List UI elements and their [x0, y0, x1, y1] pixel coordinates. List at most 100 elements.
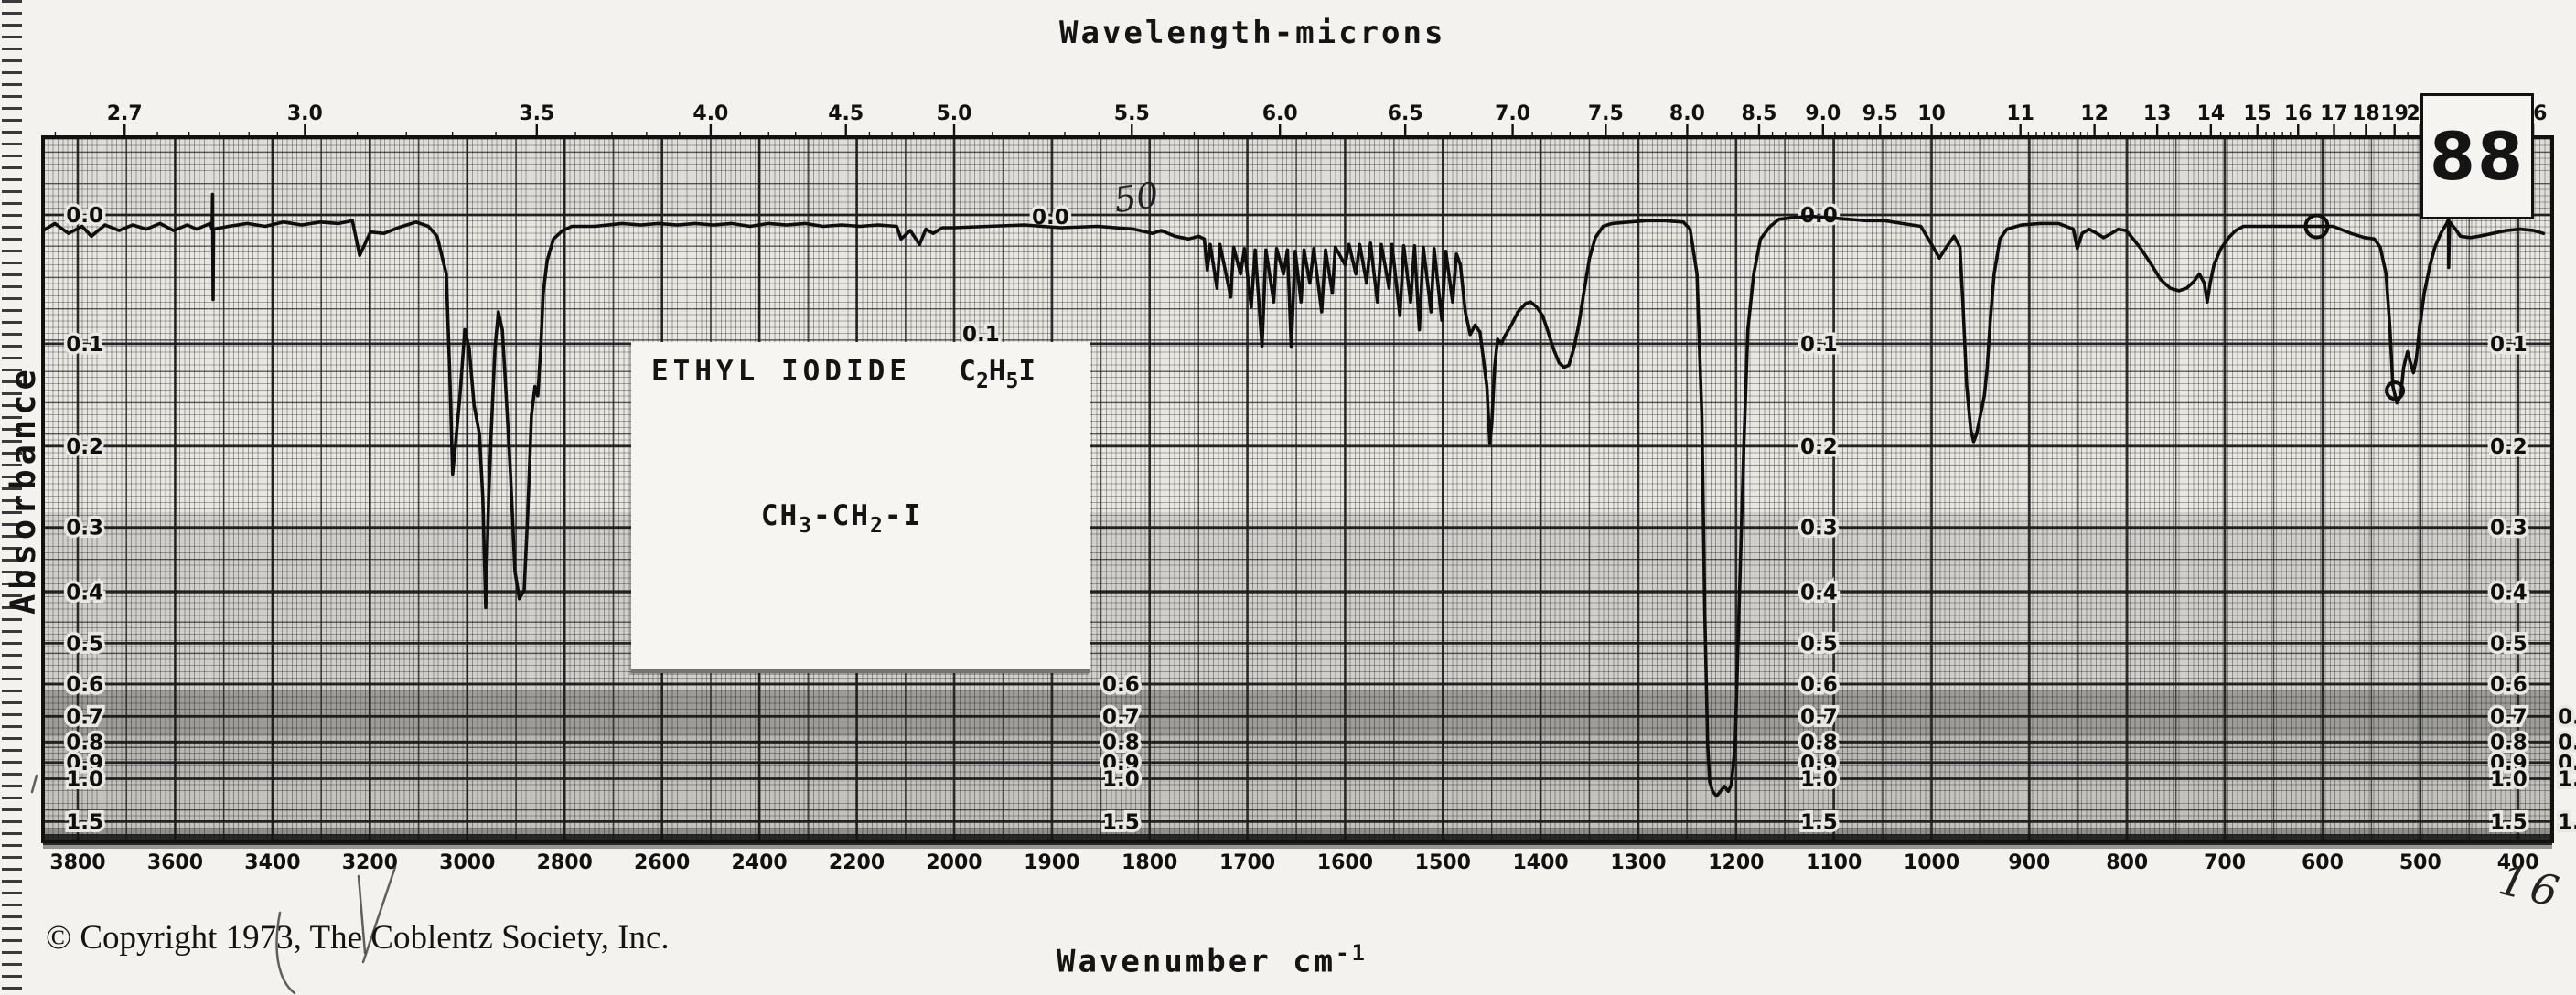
wavelength-tick-label: 14 — [2197, 102, 2226, 125]
wavelength-tick-label: 3.0 — [287, 102, 323, 125]
absorbance-row-label: 1.0 — [1800, 768, 1838, 792]
absorbance-row-label: 0.7 — [1800, 705, 1838, 729]
wavelength-tick-label: 11 — [2006, 102, 2034, 125]
bottom-axis-title-text: Wavenumber cm — [1057, 943, 1336, 980]
absorbance-row-label: 0.6 — [2490, 673, 2528, 697]
wavelength-tick-label: 8.5 — [1741, 102, 1776, 125]
wavelength-tick-label: 19 — [2380, 102, 2409, 125]
wavenumber-tick-label: 1000 — [1904, 851, 1959, 874]
wavelength-tick-label: 10 — [1917, 102, 1946, 125]
absorbance-row-label: 0.6 — [66, 673, 103, 697]
wavenumber-tick-label: 400 — [2497, 851, 2539, 874]
absorbance-row-label: 1.0 — [1102, 768, 1140, 792]
wavelength-tick-label: 4.0 — [692, 102, 728, 125]
absorbance-row-label: 0.2 — [2490, 435, 2528, 459]
annotation-circle — [2303, 213, 2330, 240]
wavelength-tick-label: 9.5 — [1862, 102, 1898, 125]
wavenumber-tick-label: 1900 — [1024, 851, 1079, 874]
absorbance-row-label: 0.3 — [2490, 517, 2528, 540]
absorbance-row-label: 0.8 — [2490, 731, 2528, 754]
wavenumber-tick-label: 900 — [2008, 851, 2050, 874]
absorbance-row-label: 1.0 — [66, 768, 103, 792]
absorbance-row-label: 0.4 — [2490, 581, 2528, 604]
absorbance-row-label: 0.2 — [1800, 435, 1838, 459]
absorbance-row-label: 0.6 — [1102, 673, 1140, 697]
compound-structure: CH3-CH2-I — [760, 499, 923, 538]
absorbance-row-label: 0.5 — [66, 632, 103, 656]
absorbance-row-label: 0.8 — [1102, 731, 1140, 754]
wavenumber-tick-label: 1200 — [1708, 851, 1764, 874]
absorbance-row-label: 0.6 — [1800, 673, 1838, 697]
wavelength-tick-label: 6.5 — [1388, 102, 1423, 125]
scan-smudge — [43, 690, 2552, 736]
compound-formula: C2H5I — [959, 355, 1036, 393]
absorbance-row-label: 0.3 — [66, 517, 103, 540]
absorbance-row-label: 0.5 — [1800, 632, 1838, 656]
absorbance-row-label: 0.3 — [1800, 517, 1838, 540]
absorbance-row-label: 0.4 — [66, 581, 103, 604]
pencil-scribble — [357, 874, 367, 955]
wavenumber-tick-label: 700 — [2204, 851, 2246, 874]
wavenumber-tick-label: 1700 — [1219, 851, 1275, 874]
absorbance-row-label: 1.0 — [2490, 768, 2528, 792]
absorbance-row-label: 1.0 — [2558, 768, 2576, 792]
absorbance-row-label: 0.1 — [2490, 333, 2528, 357]
absorbance-row-label: 0.7 — [66, 705, 103, 729]
absorbance-row-label: 0.1 — [66, 333, 103, 357]
absorbance-row-label: 0.1 — [1800, 333, 1838, 357]
wavelength-tick-label: 12 — [2080, 102, 2109, 125]
absorbance-row-label: 1.5 — [66, 810, 103, 834]
scan-smudge — [43, 736, 2552, 782]
scan-smudge — [43, 782, 2552, 828]
wavelength-tick-label: 15 — [2243, 102, 2271, 125]
wavenumber-tick-label: 500 — [2399, 851, 2442, 874]
absorbance-row-label: 0.9 — [2558, 752, 2576, 776]
wavenumber-tick-label: 2400 — [731, 851, 787, 874]
wavenumber-tick-label: 1100 — [1806, 851, 1862, 874]
wavelength-tick-label: 3.5 — [519, 102, 554, 125]
compound-header-row: ETHYL IODIDE C2H5I — [651, 355, 1070, 393]
absorbance-row-label: 1.5 — [2558, 810, 2576, 834]
grid-fine — [43, 137, 2552, 841]
wavelength-tick-label: 16 — [2284, 102, 2313, 125]
wavenumber-tick-label: 3400 — [244, 851, 300, 874]
wavelength-tick-label: 6.0 — [1262, 102, 1298, 125]
absorbance-row-label: 0.8 — [1800, 731, 1838, 754]
wavelength-tick-label: 7.0 — [1495, 102, 1530, 125]
absorbance-row-label: 1.5 — [1102, 810, 1140, 834]
wavelength-tick-label: 18 — [2352, 102, 2380, 125]
wavenumber-tick-label: 3600 — [147, 851, 203, 874]
wavenumber-tick-label: 3200 — [342, 851, 398, 874]
wavelength-tick-label: 13 — [2143, 102, 2172, 125]
absorbance-row-label: 0.5 — [2490, 632, 2528, 656]
handwritten-annotation-50: 50 — [1111, 174, 1162, 221]
wavelength-tick-label: 2.7 — [107, 102, 143, 125]
spectrum-number-box: 88 — [2420, 93, 2534, 219]
scan-smudge — [43, 512, 2552, 690]
absorbance-row-label: 1.5 — [2490, 810, 2528, 834]
wavenumber-tick-label: 1600 — [1317, 851, 1373, 874]
absorbance-row-label: 0.9 — [1102, 752, 1140, 776]
ir-curve — [41, 192, 2546, 798]
wavenumber-tick-label: 600 — [2302, 851, 2344, 874]
wavenumber-tick-label: 3000 — [439, 851, 495, 874]
pencil-scribble — [30, 774, 38, 794]
wavenumber-tick-label: 1800 — [1122, 851, 1177, 874]
absorbance-row-label: 0.8 — [66, 731, 103, 754]
wavenumber-tick-label: 2000 — [926, 851, 982, 874]
wavenumber-tick-label: 2200 — [829, 851, 885, 874]
compound-name: ETHYL IODIDE — [651, 355, 911, 388]
wavelength-tick-label: 7.5 — [1588, 102, 1624, 125]
absorbance-row-label: 0.7 — [1102, 705, 1140, 729]
pencil-scribble — [361, 865, 397, 964]
annotation-circle — [2385, 380, 2406, 401]
bottom-axis-title-exponent: -1 — [1336, 940, 1368, 966]
absorbance-row-label: 0.7 — [2490, 705, 2528, 729]
wavelength-tick-label: 5.5 — [1114, 102, 1150, 125]
film-edge-strip — [2, 0, 22, 995]
absorbance-row-label: 0.9 — [2490, 752, 2528, 776]
spectrum-number: 88 — [2429, 118, 2526, 195]
wavenumber-tick-label: 2600 — [634, 851, 690, 874]
copyright-text: © Copyright 1973, The Coblentz Society, … — [46, 919, 670, 957]
wavenumber-tick-label: 1500 — [1415, 851, 1471, 874]
